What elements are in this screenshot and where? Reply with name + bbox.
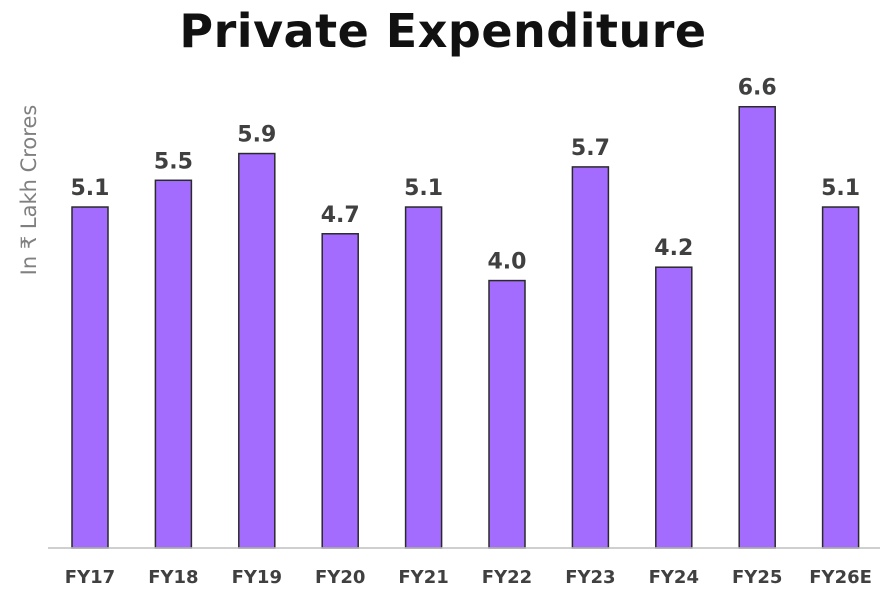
chart-title: Private Expenditure — [179, 4, 707, 58]
bar-fy17 — [71, 206, 109, 549]
value-label-fy20: 4.7 — [321, 203, 360, 228]
value-label-fy22: 4.0 — [488, 250, 527, 275]
x-tick-label-fy19: FY19 — [232, 567, 282, 588]
bar-fy19 — [238, 152, 276, 549]
x-tick-label-fy18: FY18 — [148, 567, 198, 588]
bar-fy21 — [404, 206, 443, 549]
x-tick-label-fy23: FY23 — [565, 567, 615, 588]
value-labels: 5.1 5.5 5.9 4.7 5.1 4.0 5.7 4.2 6.6 5.1 — [71, 76, 861, 275]
bar-fy26e — [821, 206, 860, 549]
bars — [71, 105, 860, 549]
x-tick-label-fy26e: FY26E — [809, 567, 872, 588]
bar-fy24 — [655, 266, 693, 549]
bar-fy23 — [571, 166, 610, 549]
value-label-fy23: 5.7 — [571, 136, 610, 161]
x-tick-label-fy25: FY25 — [732, 567, 782, 588]
x-tick-labels: FY17 FY18 FY19 FY20 FY21 FY22 FY23 FY24 FY25 FY26… — [65, 567, 872, 588]
bar-fy25 — [738, 105, 776, 549]
x-tick-label-fy24: FY24 — [649, 567, 699, 588]
x-tick-label-fy22: FY22 — [482, 567, 532, 588]
value-label-fy26e: 5.1 — [821, 176, 860, 201]
bar-fy20 — [321, 233, 359, 549]
value-label-fy19: 5.9 — [237, 123, 276, 148]
bar-fy18 — [154, 179, 193, 549]
x-tick-label-fy21: FY21 — [398, 567, 448, 588]
x-tick-label-fy20: FY20 — [315, 567, 365, 588]
value-label-fy21: 5.1 — [404, 176, 443, 201]
value-label-fy25: 6.6 — [738, 76, 777, 101]
bar-fy22 — [488, 279, 526, 549]
y-axis-label: In ₹ Lakh Crores — [17, 105, 41, 276]
value-label-fy18: 5.5 — [154, 149, 193, 174]
value-label-fy17: 5.1 — [71, 176, 110, 201]
x-tick-label-fy17: FY17 — [65, 567, 115, 588]
value-label-fy24: 4.2 — [654, 236, 693, 261]
